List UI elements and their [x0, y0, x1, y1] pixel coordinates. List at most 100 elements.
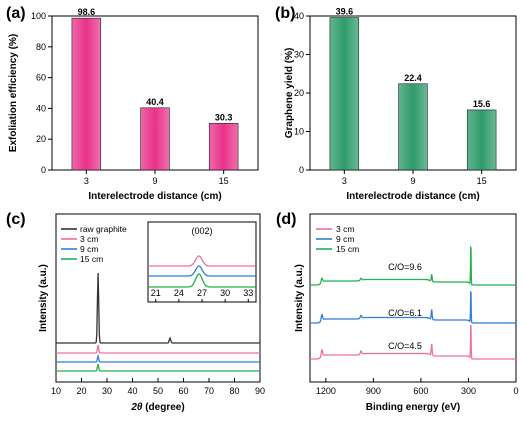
panel-b-bars: 39.6 22.4 15.6 [329, 7, 497, 171]
c-inset-tick-label: 27 [197, 288, 207, 298]
b-data-label: 39.6 [336, 7, 354, 17]
c-x-tick-label: 60 [178, 386, 188, 396]
a-data-label: 30.3 [215, 112, 233, 122]
a-y-tick-label: 40 [36, 103, 46, 113]
a-y-tick-label: 0 [41, 165, 46, 175]
panel-d-y-axis-label: Intensity (a.u.) [294, 264, 305, 332]
a-bar [71, 17, 102, 171]
c-legend-label: 15 cm [80, 254, 103, 264]
panel-c-inset-x-ticks: 21 24 27 30 33 [151, 288, 253, 302]
panel-d-label: (d) [276, 211, 296, 228]
panel-d-frame [309, 213, 517, 383]
panel-d-x-axis-label: Binding energy (eV) [366, 402, 460, 413]
panel-b-label: (b) [275, 5, 295, 22]
panel-a-bar-chart: (a) 0 20 40 60 80 100 98.6 40.4 30.3 3 9 15 Inter… [6, 5, 259, 202]
panel-b-y-axis-label: Graphene yield (%) [284, 48, 295, 139]
c-legend-label: 9 cm [80, 244, 98, 254]
b-bar [466, 109, 497, 171]
b-y-tick-label: 0 [299, 165, 304, 175]
a-x-tick-label: 3 [84, 176, 89, 186]
c-inset-tick-label: 30 [220, 288, 230, 298]
panel-a-label: (a) [6, 5, 26, 22]
panel-b-x-ticks: 3 9 15 [342, 170, 487, 186]
d-legend-label: 15 cm [336, 244, 359, 254]
a-bar [140, 107, 170, 171]
d-series-line [310, 290, 516, 324]
panel-d-annotation-1: C/O=9.6 [388, 262, 422, 272]
c-legend-label: raw graphite [80, 224, 127, 234]
panel-c-x-ticks: 10 20 30 40 50 60 70 80 90 [51, 378, 265, 396]
a-data-label: 40.4 [146, 97, 164, 107]
b-x-tick-label: 9 [410, 176, 415, 186]
c-series-line [56, 272, 260, 344]
b-y-tick-label: 10 [294, 127, 304, 137]
c-inset-line [148, 273, 256, 288]
panel-d-annotation-3: C/O=4.5 [388, 341, 422, 351]
panel-d-series [310, 245, 516, 360]
b-x-tick-label: 15 [477, 176, 487, 186]
d-x-tick-label: 900 [366, 386, 381, 396]
c-x-tick-label: 80 [229, 386, 239, 396]
a-x-tick-label: 15 [219, 176, 229, 186]
a-data-label: 98.6 [78, 7, 96, 17]
a-x-tick-label: 9 [152, 176, 157, 186]
c-series-line [56, 363, 260, 372]
panel-a-x-ticks: 3 9 15 [84, 170, 229, 186]
b-y-tick-label: 40 [294, 11, 304, 21]
c-inset-tick-label: 33 [243, 288, 253, 298]
c-inset-line [148, 265, 256, 277]
panel-c-inset-annotation: (002) [191, 226, 212, 236]
d-x-tick-label: 300 [461, 386, 476, 396]
c-x-tick-label: 10 [51, 386, 61, 396]
c-series-line [56, 353, 260, 363]
panel-d-annotation-2: C/O=6.1 [388, 308, 422, 318]
panel-c-x-symbol: 2θ [130, 402, 143, 413]
b-y-tick-label: 30 [294, 50, 304, 60]
c-inset-tick-label: 24 [174, 288, 184, 298]
panel-c-x-unit: (degree) [142, 402, 184, 413]
b-data-label: 15.6 [473, 99, 491, 109]
panel-b-bar-chart: (b) 0 10 20 30 40 39.6 22.4 15.6 3 9 15 Interele… [275, 5, 517, 202]
panel-a-y-axis-label: Exfoliation efficiency (%) [8, 34, 19, 152]
d-x-tick-label: 1200 [316, 386, 336, 396]
d-legend-label: 9 cm [336, 234, 354, 244]
panel-c-series [56, 272, 260, 372]
a-y-tick-label: 80 [36, 42, 46, 52]
d-legend-label: 3 cm [336, 224, 354, 234]
a-y-tick-label: 100 [31, 11, 46, 21]
panel-c-inset-series [148, 255, 256, 288]
d-x-tick-label: 600 [413, 386, 428, 396]
c-x-tick-label: 40 [127, 386, 137, 396]
panel-c-y-axis-label: Intensity (a.u.) [38, 264, 49, 332]
b-x-tick-label: 3 [342, 176, 347, 186]
c-x-tick-label: 20 [76, 386, 86, 396]
d-series-line [310, 245, 516, 286]
c-x-tick-label: 50 [153, 386, 163, 396]
c-x-tick-label: 70 [204, 386, 214, 396]
c-x-tick-label: 30 [102, 386, 112, 396]
c-inset-tick-label: 21 [151, 288, 161, 298]
b-bar [398, 83, 428, 171]
a-y-tick-label: 60 [36, 73, 46, 83]
panel-a-x-axis-label: Interelectrode distance (cm) [88, 191, 221, 202]
b-y-tick-label: 20 [294, 88, 304, 98]
panel-c-inset-frame [147, 221, 257, 303]
c-series-line [56, 344, 260, 354]
panel-a-y-ticks: 0 20 40 60 80 100 [31, 11, 52, 175]
b-bar [329, 17, 360, 171]
panel-b-x-axis-label: Interelectrode distance (cm) [346, 191, 479, 202]
panel-b-y-ticks: 0 10 20 30 40 [294, 11, 310, 175]
b-data-label: 22.4 [404, 73, 422, 83]
panel-a-bars: 98.6 40.4 30.3 [71, 7, 239, 171]
panel-c-label: (c) [6, 211, 26, 228]
panel-d-x-ticks: 1200 900 600 300 0 [316, 378, 519, 396]
d-series-line [310, 324, 516, 360]
c-legend-label: 3 cm [80, 234, 98, 244]
a-y-tick-label: 20 [36, 134, 46, 144]
c-x-tick-label: 90 [255, 386, 265, 396]
